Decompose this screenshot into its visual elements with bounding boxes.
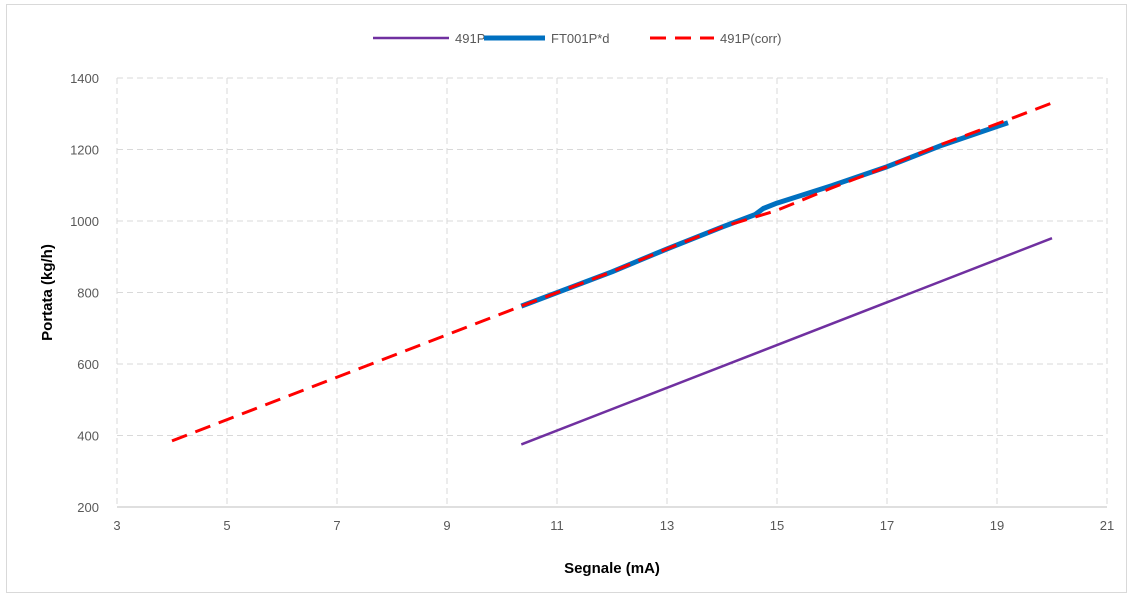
series-line-491p	[520, 237, 1053, 446]
y-tick-label: 1200	[70, 143, 99, 158]
grid-lines	[116, 77, 1108, 508]
x-tick-label: 21	[1100, 518, 1114, 533]
series-lines	[171, 101, 1053, 446]
x-tick-label: 11	[550, 518, 564, 533]
y-tick-label: 1000	[70, 214, 99, 229]
x-tick-label: 13	[660, 518, 674, 533]
x-tick-label: 3	[113, 518, 120, 533]
x-tick-label: 9	[443, 518, 450, 533]
legend-label: 491P	[455, 31, 485, 46]
legend-label: 491P(corr)	[720, 31, 781, 46]
x-axis-title: Segnale (mA)	[564, 560, 660, 577]
legend-label: FT001P*d	[551, 31, 610, 46]
x-tick-labels: 3 5 7 9 11 13 15 17 19 21	[113, 518, 1114, 533]
x-tick-label: 15	[770, 518, 784, 533]
x-tick-label: 17	[880, 518, 894, 533]
y-axis-title: Portata (kg/h)	[39, 244, 56, 341]
x-tick-label: 19	[990, 518, 1004, 533]
y-tick-label: 400	[77, 429, 99, 444]
legend: 491P FT001P*d 491P(corr)	[373, 31, 781, 46]
chart-frame	[6, 4, 1127, 593]
y-tick-label: 600	[77, 357, 99, 372]
x-tick-label: 5	[223, 518, 230, 533]
series-line-491p-corr-	[171, 101, 1053, 443]
y-tick-label: 800	[77, 286, 99, 301]
y-tick-labels: 200 400 600 800 1000 1200 1400	[70, 71, 99, 515]
y-tick-label: 1400	[70, 71, 99, 86]
y-tick-label: 200	[77, 500, 99, 515]
x-tick-label: 7	[333, 518, 340, 533]
